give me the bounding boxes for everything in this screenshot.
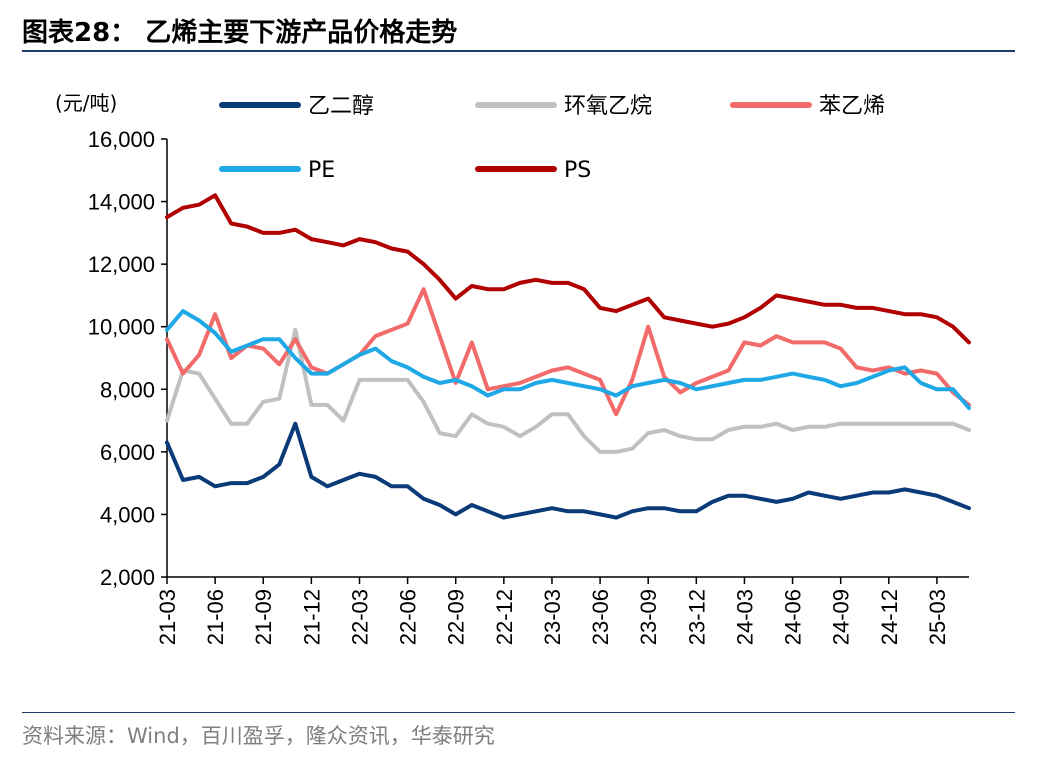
y-tick-label: 12,000 xyxy=(88,252,155,277)
x-tick-label: 24-03 xyxy=(732,589,757,645)
y-axis-unit: (元/吨) xyxy=(55,91,117,115)
page-title: 图表28： 乙烯主要下游产品价格走势 xyxy=(22,18,458,48)
legend-label: PE xyxy=(308,158,335,183)
x-tick-label: 22-12 xyxy=(492,589,517,645)
x-tick-label: 21-03 xyxy=(155,589,180,645)
x-tick-label: 25-03 xyxy=(925,589,950,645)
x-tick-label: 23-09 xyxy=(636,589,661,645)
x-tick-label: 23-06 xyxy=(588,589,613,645)
axes: 2,000 4,000 6,000 8,000 10,000 12,000 14,000 16… xyxy=(88,127,969,645)
series-line-苯乙烯 xyxy=(165,287,971,417)
x-tick-label: 23-12 xyxy=(684,589,709,645)
title-divider xyxy=(22,50,1015,52)
source-note: 资料来源：Wind，百川盈孚，隆众资讯，华泰研究 xyxy=(22,724,495,748)
x-tick-label: 21-06 xyxy=(203,589,228,645)
y-tick-label: 8,000 xyxy=(100,377,155,402)
x-tick-label: 22-06 xyxy=(396,589,421,645)
legend: 乙二醇 环氧乙烷 苯乙烯 PE PS xyxy=(219,94,885,183)
y-tick-label: 4,000 xyxy=(100,502,155,527)
x-tick-label: 24-12 xyxy=(877,589,902,645)
source-divider xyxy=(22,712,1015,713)
legend-label: 乙二醇 xyxy=(308,94,374,119)
series-line-PE xyxy=(165,309,971,411)
series-line-PS xyxy=(165,193,971,345)
legend-label: 苯乙烯 xyxy=(819,94,885,119)
x-tick-label: 22-03 xyxy=(347,589,372,645)
x-tick-label: 21-12 xyxy=(299,589,324,645)
y-tick-label: 16,000 xyxy=(88,127,155,152)
x-tick-label: 23-03 xyxy=(540,589,565,645)
x-tick-label: 24-06 xyxy=(781,589,806,645)
legend-label: PS xyxy=(564,158,591,183)
y-tick-label: 2,000 xyxy=(100,565,155,590)
x-tick-label: 21-09 xyxy=(251,589,276,645)
y-tick-label: 10,000 xyxy=(88,315,155,340)
x-tick-label: 24-09 xyxy=(829,589,854,645)
series-line-乙二醇 xyxy=(165,421,971,520)
series-line-环氧乙烷 xyxy=(165,327,971,454)
y-tick-label: 14,000 xyxy=(88,190,155,215)
legend-label: 环氧乙烷 xyxy=(564,94,652,119)
x-tick-label: 22-09 xyxy=(444,589,469,645)
series-layer xyxy=(165,193,971,520)
y-tick-label: 6,000 xyxy=(100,440,155,465)
